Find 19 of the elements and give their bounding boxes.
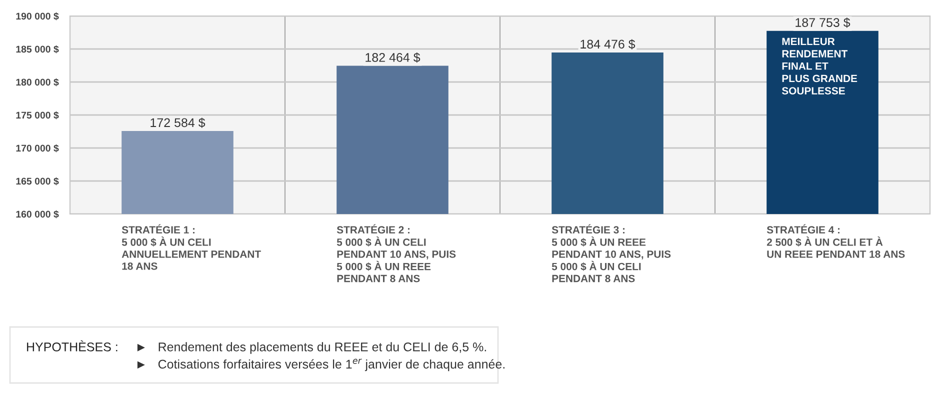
y-tick-label: 180 000 $ (16, 78, 59, 86)
data-label: 184 476 $ (580, 39, 636, 50)
y-tick-label: 170 000 $ (16, 144, 59, 152)
y-tick-label: 185 000 $ (16, 45, 59, 54)
y-tick-label: 165 000 $ (16, 177, 59, 186)
x-tick-label: STRATÉGIE 2 : 5 000 $ À UN CELI PENDANT 10 ANS, PUIS 5 000 $ À UN REEE PENDANT 8 ANS (336, 224, 456, 282)
text: HYPOTHÈSES : (27, 340, 118, 352)
annotation: MEILLEUR RENDEMENT FINAL ET PLUS GRANDE SOUPLESSE (782, 38, 858, 94)
x-tick-label: STRATÉGIE 4 : 2 500 $ À UN CELI ET À UN REEE PENDANT 18 ANS (766, 224, 905, 258)
y-tick-label: 175 000 $ (16, 111, 59, 120)
data-label: 172 584 $ (150, 118, 206, 128)
text: ► Cotisations forfaitaires versées le 1$^{er}$ janvier de chaque année. (137, 358, 504, 372)
y-tick-label: 160 000 $ (16, 210, 59, 218)
x-tick-label: STRATÉGIE 3 : 5 000 $ À UN REEE PENDANT 10 ANS, PUIS 5 000 $ À UN CELI PENDANT 8 ANS (552, 224, 671, 282)
text: ► Rendement des placements du REEE et du CELI de 6,5 %. (137, 342, 486, 354)
x-tick-label: STRATÉGIE 1 : 5 000 $ À UN CELI ANNUELLEMENT PENDANT 18 ANS (122, 224, 261, 270)
y-tick-label: 190 000 $ (16, 12, 59, 20)
data-label: 187 753 $ (796, 18, 850, 28)
data-label: 182 464 $ (366, 52, 420, 63)
